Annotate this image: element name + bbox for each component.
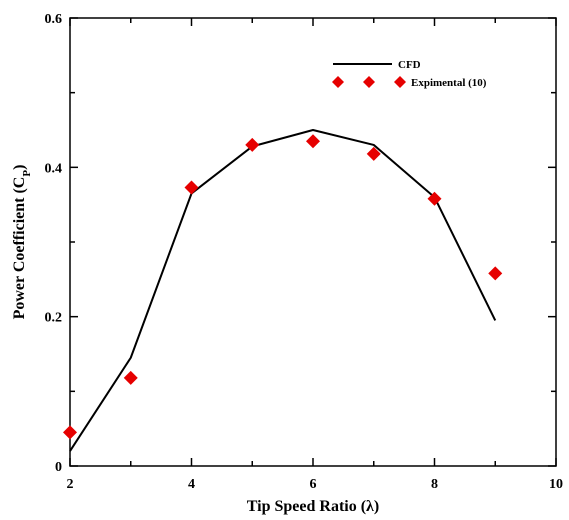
experimental-point (306, 134, 320, 149)
axis-ticks (69, 17, 557, 467)
legend-exp-label: Expimental (10) (411, 77, 487, 89)
x-tick-label: 2 (67, 477, 74, 492)
x-axis-title: Tip Speed Ratio (λ) (247, 498, 379, 515)
y-tick-label: 0.4 (45, 161, 63, 176)
cfd-line (69, 129, 497, 452)
experimental-point (488, 266, 503, 281)
legend: CFD Expimental (10) (332, 59, 487, 89)
legend-cfd-label: CFD (398, 59, 421, 71)
x-tick-label: 4 (188, 477, 195, 492)
experimental-point (63, 425, 77, 440)
axis-tick-labels: 2 4 6 8 10 0 0.2 0.4 0.6 (45, 12, 564, 492)
x-tick-label: 10 (549, 477, 563, 492)
series-lines (69, 129, 497, 452)
series-markers (63, 134, 503, 440)
experimental-point (184, 180, 199, 195)
experimental-point (366, 146, 381, 161)
legend-exp-marker-2 (363, 76, 375, 88)
experimental-point (123, 370, 138, 385)
y-tick-label: 0 (55, 460, 62, 475)
x-tick-label: 8 (431, 477, 438, 492)
legend-exp-marker-3 (394, 76, 406, 88)
legend-exp-marker-1 (332, 76, 344, 88)
y-tick-label: 0.2 (45, 311, 63, 326)
y-tick-label: 0.6 (45, 12, 63, 27)
x-tick-label: 6 (310, 477, 317, 492)
experimental-point (427, 191, 442, 206)
y-axis-title: Power Coefficient (CP) (11, 165, 33, 320)
experimental-point (245, 137, 260, 152)
